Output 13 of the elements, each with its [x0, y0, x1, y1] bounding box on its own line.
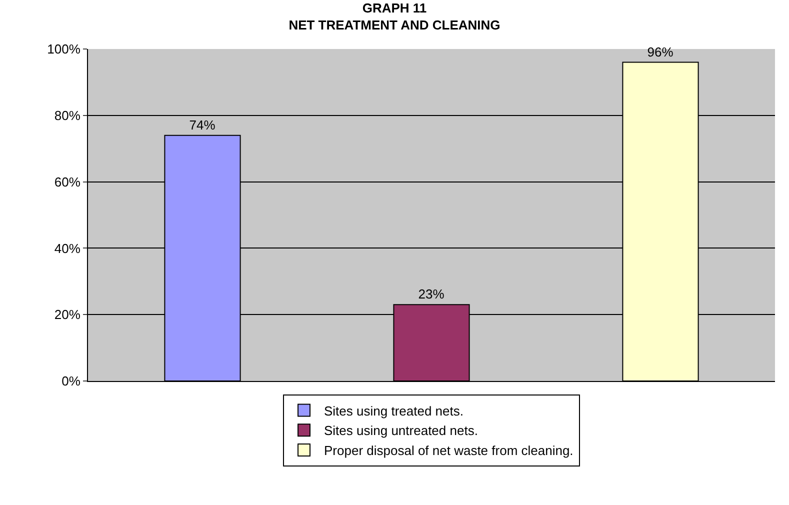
y-tick-label: 0%: [62, 374, 81, 389]
legend-label: Proper disposal of net waste from cleaning.: [324, 443, 574, 458]
legend-label: Sites using untreated nets.: [324, 423, 478, 438]
data-label: 23%: [418, 286, 445, 302]
data-label: 74%: [189, 117, 216, 132]
y-tick-label: 100%: [47, 42, 81, 57]
data-label: 96%: [647, 44, 674, 60]
y-tick-label: 60%: [54, 174, 81, 190]
y-tick-label: 80%: [54, 108, 81, 123]
legend-label: Sites using treated nets.: [324, 403, 464, 418]
chart-title: GRAPH 11 NET TREATMENT AND CLEANING: [288, 0, 500, 33]
y-tick-label: 20%: [54, 307, 81, 322]
y-tick-label: 40%: [54, 240, 81, 256]
